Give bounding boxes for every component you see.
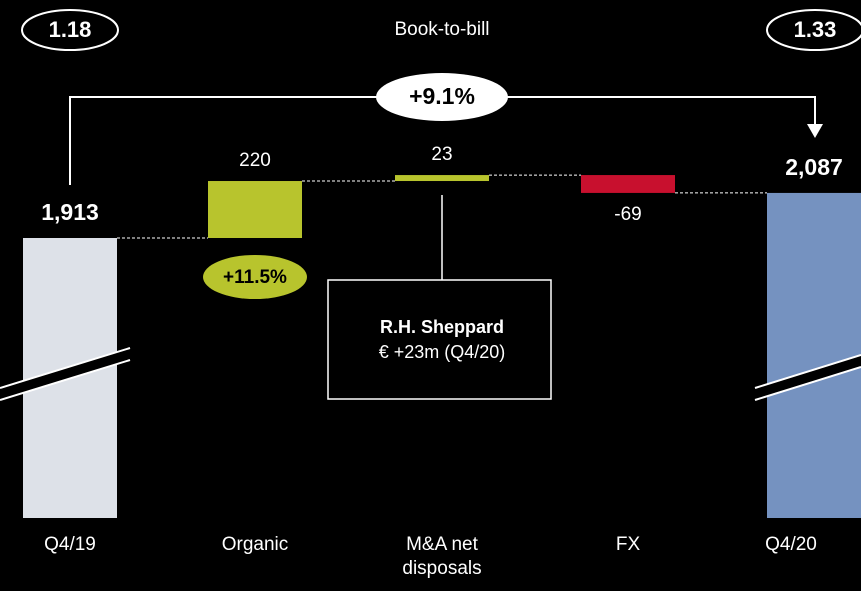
total-change: +9.1% (409, 83, 475, 109)
callout-box (327, 279, 552, 400)
book-to-bill: 1.18 (49, 17, 92, 42)
value-label: 1,913 (41, 199, 99, 225)
value-label: 23 (431, 144, 452, 165)
ratio-ellipse (766, 9, 861, 51)
category-label: Q4/20 (765, 534, 817, 555)
category-label: Q4/19 (44, 534, 96, 555)
value-label: -69 (614, 204, 641, 225)
category-label: FX (615, 534, 641, 555)
arrow-head (807, 124, 823, 138)
value-label: 2,087 (785, 154, 843, 180)
ratio-ellipse (21, 9, 119, 51)
bar (767, 192, 861, 518)
callout-text: € +23m (Q4/20) (379, 342, 506, 362)
callout-title: R.H. Sheppard (380, 317, 504, 337)
bar (208, 181, 302, 238)
book-to-bill: 1.33 (794, 17, 837, 42)
organic-ellipse (203, 255, 307, 299)
chart-title: Book-to-bill (394, 19, 489, 40)
bar (395, 175, 489, 182)
category-label: M&A net disposals (402, 534, 482, 579)
bar (581, 175, 675, 193)
change-ellipse (376, 73, 508, 121)
axis-breaks (0, 347, 861, 401)
organic-change: +11.5% (223, 267, 287, 288)
value-label: 220 (239, 150, 271, 171)
category-label: Organic (221, 534, 289, 555)
